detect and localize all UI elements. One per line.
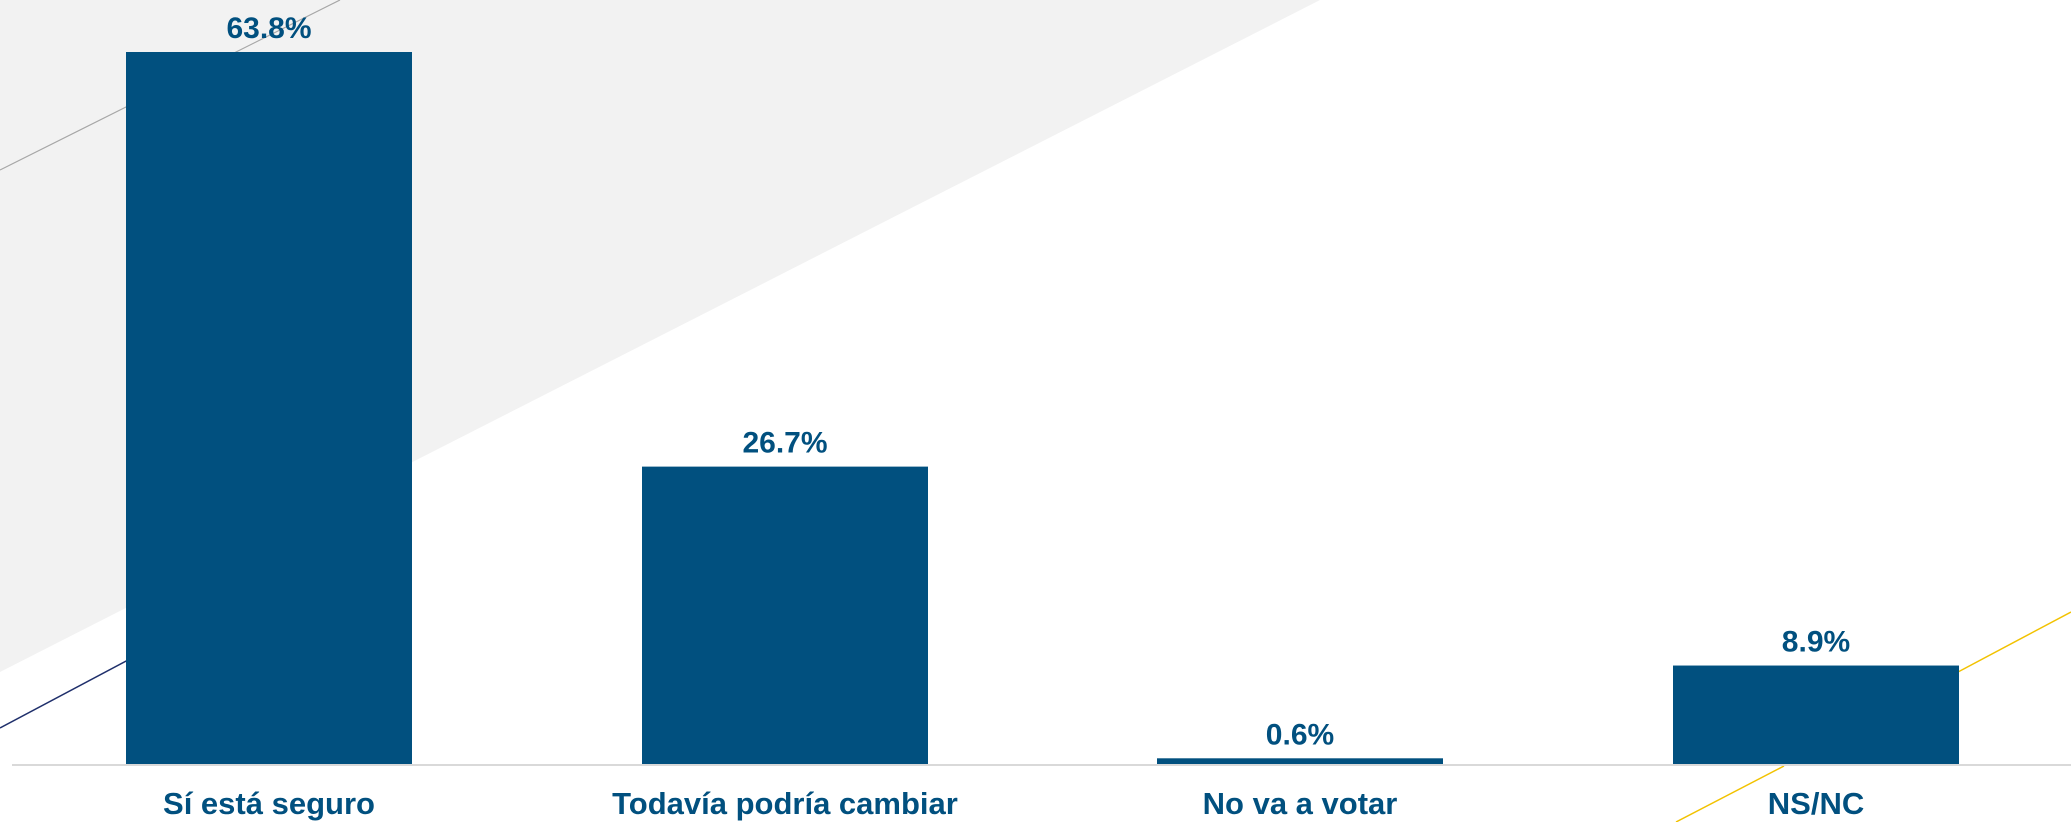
category-labels-group: Sí está seguro Todavía podría cambiar No v… (163, 786, 1864, 821)
value-labels-group: 63.8% 26.7% 0.6% 8.9% (226, 12, 1850, 751)
bars-group (126, 52, 1959, 765)
data-label-si-esta-seguro: 63.8% (226, 12, 311, 45)
category-label-ns-nc: NS/NC (1768, 786, 1864, 821)
bar-si-esta-seguro (126, 52, 412, 765)
category-label-si-esta-seguro: Sí está seguro (163, 786, 375, 821)
bar-ns-nc (1673, 665, 1959, 765)
data-label-todavia-podria-cambiar: 26.7% (742, 427, 827, 460)
decorative-yellow-line (1957, 611, 2071, 673)
category-label-no-va-a-votar: No va a votar (1203, 786, 1398, 821)
bar-todavia-podria-cambiar (642, 466, 928, 765)
decorative-yellow-line (1675, 765, 1785, 823)
bar-no-va-a-votar (1157, 758, 1443, 765)
data-label-ns-nc: 8.9% (1782, 626, 1850, 659)
data-label-no-va-a-votar: 0.6% (1266, 718, 1334, 751)
category-label-todavia-podria-cambiar: Todavía podría cambiar (612, 786, 958, 821)
decorative-navy-line (0, 659, 129, 729)
